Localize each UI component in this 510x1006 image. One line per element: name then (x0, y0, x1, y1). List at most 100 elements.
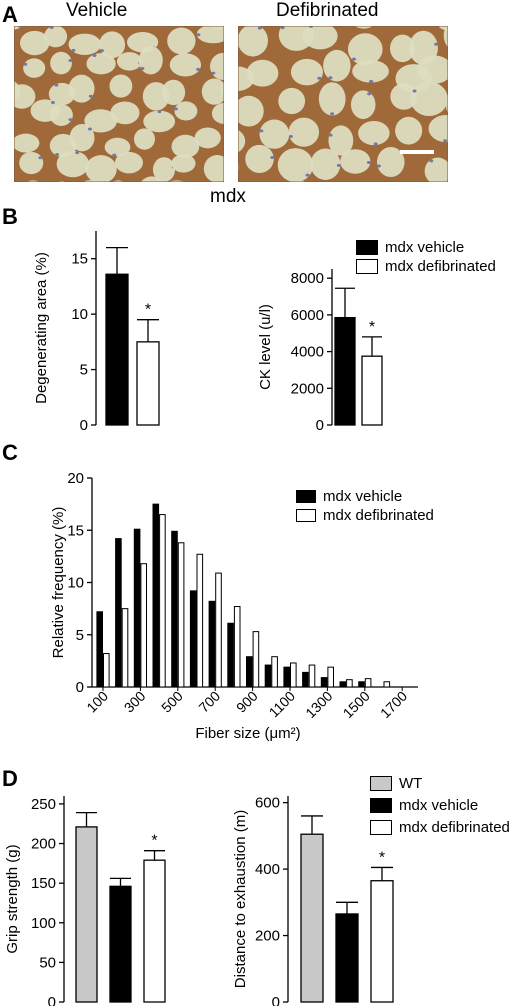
y-axis-label: CK level (u/l) (257, 304, 274, 390)
y-tick-label: 250 (31, 796, 56, 813)
significance-star: * (145, 302, 151, 319)
nucleus (373, 142, 378, 146)
y-tick-label: 150 (31, 875, 56, 892)
muscle-fiber (116, 52, 142, 71)
legend-d-item: mdx defibrinated (370, 816, 510, 838)
muscle-fiber (167, 27, 196, 55)
nucleus (196, 33, 201, 37)
muscle-fiber (68, 33, 101, 55)
muscle-fiber (323, 49, 351, 82)
y-axis-label: Degenerating area (%) (33, 252, 50, 404)
legend-b-item: mdx vehicle (356, 238, 496, 257)
muscle-fiber (238, 130, 246, 153)
y-tick-label: 10 (67, 575, 84, 592)
histogram-bar (227, 622, 234, 688)
muscle-fiber (278, 87, 306, 115)
histogram-bar (96, 611, 104, 688)
bar (143, 859, 166, 1003)
chart-ck-level: 0 2000 4000 6000 8000 CK level (u/l) * (257, 269, 383, 434)
histogram-bar (290, 662, 297, 688)
legend-b-label-defibrinated: mdx defibrinated (385, 258, 496, 275)
muscle-fiber (310, 148, 341, 180)
histogram-bar (327, 666, 334, 688)
muscle-fiber (152, 157, 176, 182)
y-tick-label: 5 (76, 627, 84, 644)
histogram-bar (177, 542, 185, 688)
nucleus (54, 83, 59, 87)
muscle-fiber (194, 127, 221, 149)
histogram-bar (121, 608, 129, 688)
histogram-bar (283, 666, 290, 688)
histogram-bar (196, 553, 204, 688)
y-tick-label: 200 (31, 836, 56, 853)
panel-label-d: D (2, 766, 18, 791)
histogram-bar (383, 681, 391, 688)
legend-swatch-wt (370, 775, 392, 791)
y-tick-label: 4000 (291, 344, 324, 361)
nucleus (196, 67, 201, 71)
x-tick-label: 1700 (377, 688, 410, 721)
muscle-fiber (69, 124, 95, 152)
x-tick-label: 900 (233, 688, 261, 716)
x-tick-label: 700 (195, 688, 223, 716)
muscle-fiber (328, 125, 354, 156)
bar (109, 885, 132, 1003)
bar (136, 341, 160, 426)
y-tick-label: 400 (255, 861, 280, 878)
nucleus (50, 100, 55, 104)
nucleus (443, 139, 448, 143)
histogram-bar (189, 590, 197, 688)
y-tick-label: 10 (71, 306, 88, 323)
histogram-bar (115, 538, 122, 688)
muscle-fiber (443, 26, 448, 48)
x-tick-label: 1100 (266, 688, 299, 721)
muscle-fiber (350, 90, 376, 119)
legend-c-label-vehicle: mdx vehicle (323, 488, 403, 505)
chart-grip-strength: 0 50 100 150 200 250 Grip strength (g) * (4, 796, 166, 1006)
muscle-fiber (259, 119, 290, 149)
histogram-bar (252, 631, 260, 688)
y-tick-label: 20 (67, 470, 84, 487)
x-tick-label: 300 (121, 688, 149, 716)
muscle-fiber (19, 30, 50, 56)
nucleus (317, 76, 322, 80)
micrograph-title-vehicle: Vehicle (66, 0, 128, 21)
muscle-fiber (358, 120, 390, 146)
y-axis-label: Grip strength (g) (4, 844, 21, 953)
panel-label-b: B (2, 204, 18, 229)
legend-d-label-defibrinated: mdx defibrinated (399, 818, 510, 836)
muscle-fiber (99, 31, 126, 59)
muscle-fiber (68, 74, 95, 103)
micrograph-title-defibrinated: Defibrinated (276, 0, 379, 21)
histogram-bar (140, 563, 147, 688)
nucleus (87, 127, 92, 131)
histogram-bar (346, 679, 353, 688)
muscle-fiber (220, 81, 224, 97)
muscle-fiber (246, 59, 279, 87)
legend-swatch-vehicle (370, 797, 392, 813)
muscle-fiber (110, 101, 140, 125)
histogram-bar (103, 653, 110, 688)
histogram-bar (364, 678, 372, 688)
legend-swatch-defibrinated (296, 509, 316, 522)
histogram-bar (159, 514, 166, 688)
micrograph-vehicle (14, 26, 224, 182)
nucleus (49, 26, 54, 29)
muscle-fiber (171, 134, 200, 159)
nucleus (140, 66, 145, 70)
significance-star: * (151, 833, 157, 850)
bar (300, 833, 324, 1003)
legend-swatch-vehicle (356, 240, 378, 255)
muscle-fiber (143, 110, 176, 133)
nucleus (75, 151, 80, 155)
muscle-fiber (245, 144, 274, 174)
legend-d-label-wt: WT (399, 774, 423, 792)
muscle-fiber (390, 83, 418, 110)
muscle-fiber (389, 34, 415, 63)
muscle-fiber (174, 101, 198, 121)
panel-label-a: A (2, 2, 18, 27)
nucleus (328, 133, 333, 137)
y-axis-label: Distance to exhaustion (m) (232, 810, 249, 988)
legend-c: mdx vehicle mdx defibrinated (296, 487, 434, 525)
x-tick-label: 1500 (340, 688, 373, 721)
